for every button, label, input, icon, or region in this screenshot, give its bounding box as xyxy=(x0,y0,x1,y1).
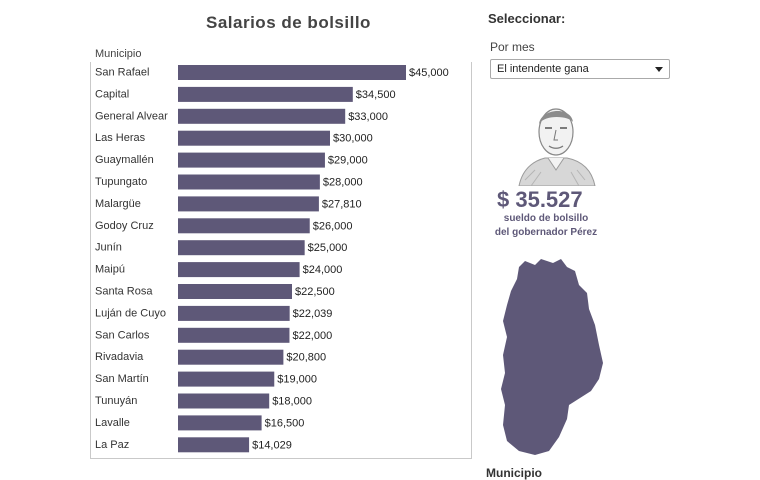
governor-salary-amount: $ 35.527 xyxy=(497,187,583,212)
category-label: Godoy Cruz xyxy=(95,220,154,232)
category-label: Rivadavia xyxy=(95,351,144,363)
value-label: $16,500 xyxy=(265,417,305,429)
select-title: Seleccionar: xyxy=(488,11,566,26)
dropdown-value: El intendente gana xyxy=(497,63,589,75)
chart-panel xyxy=(90,62,472,459)
bar[interactable] xyxy=(178,152,325,168)
category-label: San Carlos xyxy=(95,329,150,341)
bar[interactable] xyxy=(178,437,250,453)
chevron-down-icon xyxy=(655,67,663,72)
category-label: San Rafael xyxy=(95,67,149,79)
bar[interactable] xyxy=(178,218,310,234)
category-label: Lavalle xyxy=(95,417,130,429)
value-label: $26,000 xyxy=(313,220,353,232)
value-label: $14,029 xyxy=(252,439,292,451)
filter-label: Por mes xyxy=(490,40,535,54)
category-label: Junín xyxy=(95,242,122,254)
value-label: $27,810 xyxy=(322,198,362,210)
value-label: $20,800 xyxy=(286,352,326,364)
bar[interactable] xyxy=(178,196,319,212)
bar[interactable] xyxy=(178,349,284,365)
bar[interactable] xyxy=(178,108,346,124)
governor-salary-caption-2: del gobernador Pérez xyxy=(494,227,598,238)
governor-salary-caption-1: sueldo de bolsillo xyxy=(503,213,589,224)
category-label: Malargüe xyxy=(95,198,141,210)
category-label: Guaymallén xyxy=(95,154,154,166)
bar[interactable] xyxy=(178,174,320,190)
value-label: $45,000 xyxy=(409,67,449,79)
chart-title: Salarios de bolsillo xyxy=(206,13,371,32)
bar[interactable] xyxy=(178,262,300,278)
value-label: $34,500 xyxy=(356,89,396,101)
bar[interactable] xyxy=(178,240,305,256)
category-label: Tupungato xyxy=(95,176,147,188)
bar[interactable] xyxy=(178,415,262,431)
value-label: $22,000 xyxy=(292,330,332,342)
bar[interactable] xyxy=(178,393,270,409)
value-label: $18,000 xyxy=(272,396,312,408)
bar[interactable] xyxy=(178,305,290,321)
mendoza-map-icon[interactable] xyxy=(495,255,607,461)
bar[interactable] xyxy=(178,371,275,387)
municipio-filter-label: Municipio xyxy=(486,466,542,480)
category-label: Santa Rosa xyxy=(95,286,153,298)
category-label: La Paz xyxy=(95,439,129,451)
value-label: $28,000 xyxy=(323,177,363,189)
bar[interactable] xyxy=(178,284,292,299)
value-label: $19,000 xyxy=(277,374,317,386)
bar[interactable] xyxy=(178,86,353,102)
bar[interactable] xyxy=(178,65,406,80)
bar[interactable] xyxy=(178,130,330,146)
category-label: Maipú xyxy=(95,264,125,276)
value-label: $22,039 xyxy=(293,308,333,320)
value-label: $29,000 xyxy=(328,155,368,167)
governor-portrait-icon xyxy=(515,100,597,186)
category-label: General Alvear xyxy=(95,110,168,122)
bar[interactable] xyxy=(178,327,290,343)
category-label: Capital xyxy=(95,88,129,100)
category-label: Las Heras xyxy=(95,132,146,144)
category-label: Luján de Cuyo xyxy=(95,307,166,319)
value-label: $24,000 xyxy=(303,264,343,276)
category-label: San Martín xyxy=(95,373,149,385)
category-label: Tunuyán xyxy=(95,395,137,407)
value-label: $25,000 xyxy=(308,242,348,254)
period-dropdown[interactable]: El intendente gana xyxy=(490,59,670,79)
value-label: $30,000 xyxy=(333,133,373,145)
column-header-municipio: Municipio xyxy=(95,48,142,60)
value-label: $33,000 xyxy=(348,111,388,123)
value-label: $22,500 xyxy=(295,286,335,298)
